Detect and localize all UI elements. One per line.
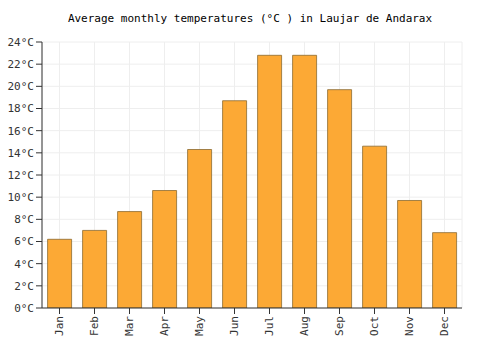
- svg-text:12°C: 12°C: [8, 169, 34, 182]
- svg-text:Dec: Dec: [438, 316, 451, 336]
- svg-text:Feb: Feb: [88, 316, 101, 336]
- svg-text:14°C: 14°C: [8, 147, 34, 160]
- svg-text:Aug: Aug: [298, 316, 311, 336]
- svg-text:Sep: Sep: [333, 316, 346, 336]
- svg-text:18°C: 18°C: [8, 102, 34, 115]
- svg-text:8°C: 8°C: [14, 213, 34, 226]
- svg-text:Jun: Jun: [228, 316, 241, 336]
- svg-text:Nov: Nov: [403, 316, 416, 336]
- svg-text:22°C: 22°C: [8, 58, 34, 71]
- html-text:Average monthly temperatures (: Average monthly temperatures (°C ) in La…: [67, 12, 433, 25]
- svg-text:10°C: 10°C: [8, 191, 34, 204]
- svg-text:Mar: Mar: [123, 316, 136, 336]
- svg-text:Jan: Jan: [53, 316, 66, 336]
- svg-text:16°C: 16°C: [8, 125, 34, 138]
- svg-text:24°C: 24°C: [8, 36, 34, 49]
- svg-text:4°C: 4°C: [14, 258, 34, 271]
- svg-text:6°C: 6°C: [14, 235, 34, 248]
- svg-text:2°C: 2°C: [14, 280, 34, 293]
- svg-text:Apr: Apr: [158, 316, 171, 336]
- svg-text:20°C: 20°C: [8, 80, 34, 93]
- svg-text:0°C: 0°C: [14, 302, 34, 315]
- svg-text:Jul: Jul: [263, 316, 276, 336]
- svg-text:Oct: Oct: [368, 316, 381, 336]
- svg-text:May: May: [193, 316, 206, 336]
